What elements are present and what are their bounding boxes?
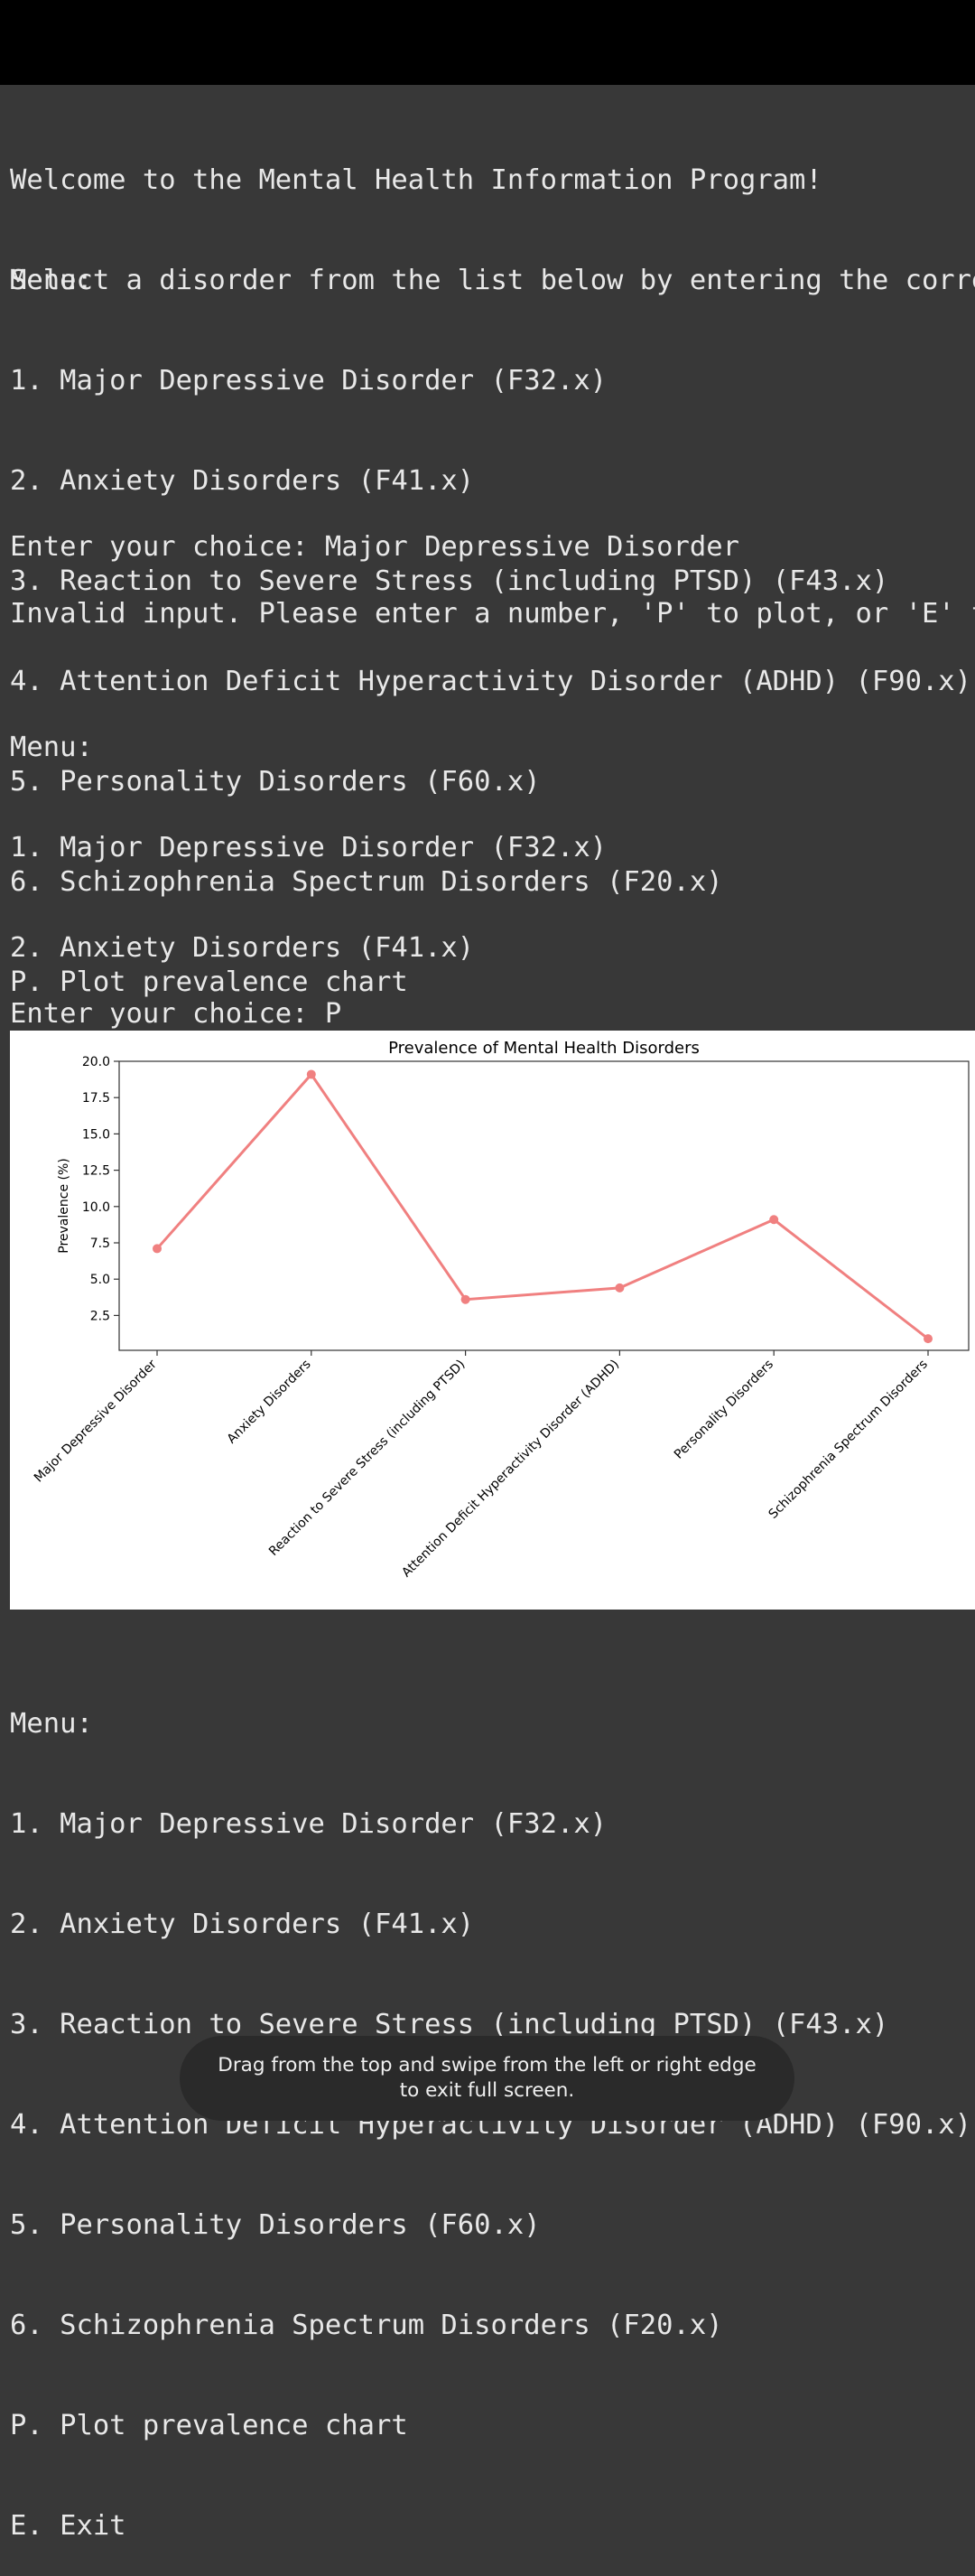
prompt-line-2: Enter your choice: P — [10, 998, 342, 1030]
x-tick-label: Reaction to Severe Stress (including PTS… — [266, 1358, 468, 1559]
chart-svg: Prevalence of Mental Health Disorders Pre… — [32, 1039, 970, 1580]
toast-text: Drag from the top and swipe from the lef… — [218, 2054, 757, 2102]
series-line — [155, 1072, 929, 1340]
y-tick-label: 5.0 — [90, 1273, 110, 1287]
menu-item-6: 6. Schizophrenia Spectrum Disorders (F20… — [10, 2310, 723, 2341]
data-point — [460, 1294, 470, 1304]
menu-item-3: 3. Reaction to Severe Stress (including … — [10, 2009, 889, 2040]
y-tick-label: 17.5 — [82, 1091, 110, 1106]
y-tick-label: 10.0 — [82, 1200, 110, 1215]
menu-item-1: 1. Major Depressive Disorder (F32.x) — [10, 1808, 608, 1840]
error-line: Invalid input. Please enter a number, 'P… — [10, 598, 975, 630]
data-point — [924, 1334, 933, 1344]
chart-title: Prevalence of Mental Health Disorders — [388, 1039, 700, 1058]
menu-heading: Menu: — [10, 732, 93, 763]
menu-item-4: 4. Attention Deficit Hyperactivity Disor… — [10, 2109, 972, 2141]
data-point — [769, 1215, 779, 1225]
x-tick-label: Personality Disorders — [672, 1358, 776, 1462]
menu-item-1: 1. Major Depressive Disorder (F32.x) — [10, 832, 608, 863]
menu-item-2: 2. Anxiety Disorders (F41.x) — [10, 1909, 475, 1940]
fullscreen-hint-toast: Drag from the top and swipe from the lef… — [180, 2036, 794, 2121]
menu-item-4: 4. Attention Deficit Hyperactivity Disor… — [10, 666, 972, 697]
x-tick-label: Anxiety Disorders — [225, 1358, 314, 1447]
y-axis-label: Prevalence (%) — [57, 1158, 71, 1254]
welcome-line: Welcome to the Mental Health Information… — [10, 164, 822, 196]
menu-heading: Menu: — [10, 265, 93, 296]
menu-heading: Menu: — [10, 1708, 93, 1740]
data-point — [306, 1069, 316, 1079]
menu-item-3: 3. Reaction to Severe Stress (including … — [10, 565, 889, 597]
data-point — [153, 1244, 162, 1254]
instruction-line: Select a disorder from the list below by… — [10, 265, 975, 296]
menu-item-plot: P. Plot prevalence chart — [10, 966, 408, 998]
menu-item-1: 1. Major Depressive Disorder (F32.x) — [10, 365, 608, 397]
menu-item-2: 2. Anxiety Disorders (F41.x) — [10, 932, 475, 964]
menu-item-exit: E. Exit — [10, 2510, 126, 2542]
menu-block-1: Menu: 1. Major Depressive Disorder (F32.… — [10, 197, 971, 1133]
x-tick-label: Schizophrenia Spectrum Disorders — [766, 1358, 931, 1522]
plot-frame — [118, 1060, 970, 1351]
y-tick-label: 7.5 — [90, 1237, 110, 1251]
y-tick-label: 2.5 — [90, 1309, 110, 1323]
y-tick-label: 20.0 — [82, 1055, 110, 1069]
status-bar — [0, 0, 975, 85]
menu-item-5: 5. Personality Disorders (F60.x) — [10, 766, 541, 798]
menu-item-6: 6. Schizophrenia Spectrum Disorders (F20… — [10, 866, 723, 898]
data-point — [615, 1283, 625, 1293]
menu-item-2: 2. Anxiety Disorders (F41.x) — [10, 465, 475, 497]
prompt-line-1: Enter your choice: Major Depressive Diso… — [10, 531, 739, 563]
menu-item-plot: P. Plot prevalence chart — [10, 2410, 408, 2441]
menu-item-5: 5. Personality Disorders (F60.x) — [10, 2209, 541, 2241]
prevalence-chart: Prevalence of Mental Health Disorders Pre… — [10, 1031, 975, 1610]
y-tick-label: 12.5 — [82, 1164, 110, 1179]
x-tick-label: Major Depressive Disorder — [32, 1357, 160, 1485]
terminal-intro: Welcome to the Mental Health Information… — [10, 97, 975, 331]
y-tick-label: 15.0 — [82, 1127, 110, 1142]
